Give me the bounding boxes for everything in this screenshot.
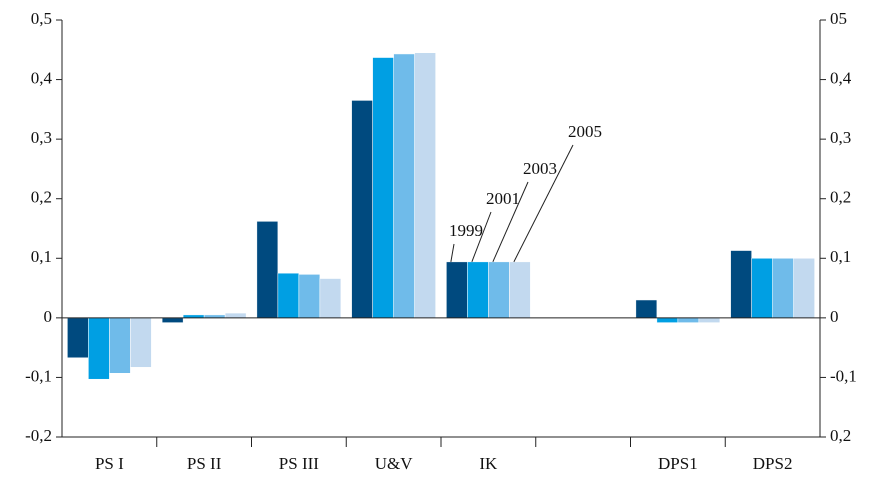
bar (88, 317, 110, 380)
bar (130, 317, 152, 368)
legend-label: 2003 (523, 159, 557, 178)
bar (298, 274, 321, 319)
bar (224, 312, 247, 319)
legend-label: 2001 (486, 189, 520, 208)
callout-line (471, 211, 492, 263)
bar (319, 278, 342, 319)
y-tick-label: 0,4 (31, 68, 53, 87)
x-tick-label: U&V (375, 454, 414, 473)
callout-line (513, 144, 574, 263)
bar (698, 317, 721, 323)
y2-tick-label: 05 (830, 9, 847, 28)
y2-tick-label: -0,1 (830, 366, 857, 385)
x-tick-label: PS III (279, 454, 319, 473)
y2-tick-label: 0,1 (830, 247, 851, 266)
bar (677, 317, 700, 323)
y-tick-label: 0,1 (31, 247, 52, 266)
y-tick-label: 0,5 (31, 9, 52, 28)
bar (67, 317, 89, 359)
callout-line (492, 181, 529, 263)
y2-tick-label: 0,2 (830, 188, 851, 207)
bar (277, 272, 300, 319)
legend-label: 2005 (568, 122, 602, 141)
bar (751, 258, 773, 319)
bar (351, 100, 373, 319)
bar (772, 258, 794, 319)
y-tick-label: -0,1 (25, 366, 52, 385)
x-tick-label: DPS2 (753, 454, 793, 473)
bar (467, 261, 489, 319)
x-tick-label: DPS1 (658, 454, 698, 473)
bar (256, 221, 279, 319)
bar (446, 261, 468, 319)
bar (488, 261, 510, 319)
y2-tick-label: 0,4 (830, 68, 852, 87)
legend-label: 1999 (449, 221, 483, 240)
y-tick-label: 0,2 (31, 188, 52, 207)
y-tick-label: -0,2 (25, 426, 52, 445)
bar (656, 317, 679, 323)
y-tick-label: 0,3 (31, 128, 52, 147)
callout-line (450, 243, 455, 262)
bar (393, 53, 415, 319)
bar (372, 57, 394, 319)
bar (161, 317, 184, 323)
y2-tick-label: 0,2 (830, 426, 851, 445)
x-tick-label: PS I (95, 454, 124, 473)
bar (793, 258, 815, 319)
x-tick-label: IK (479, 454, 498, 473)
y-tick-label: 0 (44, 307, 53, 326)
bar (414, 52, 436, 319)
bar (730, 250, 752, 319)
y2-tick-label: 0,3 (830, 128, 851, 147)
x-tick-label: PS II (187, 454, 222, 473)
bar (635, 299, 658, 319)
bar (509, 261, 531, 319)
y2-tick-label: 0 (830, 307, 839, 326)
bar (109, 317, 131, 374)
